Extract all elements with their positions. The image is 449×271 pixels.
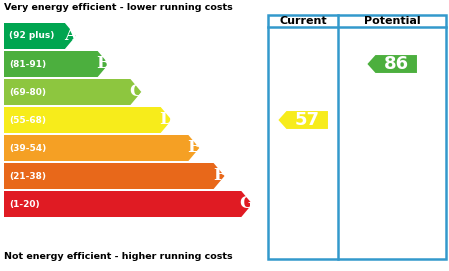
Polygon shape <box>4 107 172 133</box>
Bar <box>268 15 446 259</box>
Text: (1-20): (1-20) <box>9 199 40 208</box>
Text: 86: 86 <box>383 55 409 73</box>
Text: 57: 57 <box>295 111 320 129</box>
Polygon shape <box>4 135 199 161</box>
Text: B: B <box>96 56 110 73</box>
Text: F: F <box>213 167 225 185</box>
Polygon shape <box>366 54 418 74</box>
Text: (21-38): (21-38) <box>9 172 46 180</box>
Text: Current: Current <box>279 16 327 26</box>
Bar <box>268 15 446 259</box>
Text: D: D <box>159 111 173 128</box>
Polygon shape <box>4 163 224 189</box>
Text: (81-91): (81-91) <box>9 60 46 69</box>
Text: Very energy efficient - lower running costs: Very energy efficient - lower running co… <box>4 3 233 12</box>
Polygon shape <box>4 51 109 77</box>
Polygon shape <box>4 79 141 105</box>
Text: (39-54): (39-54) <box>9 144 46 153</box>
Polygon shape <box>4 23 76 49</box>
Text: (69-80): (69-80) <box>9 88 46 96</box>
Text: Potential: Potential <box>364 16 420 26</box>
Text: (55-68): (55-68) <box>9 115 46 124</box>
Text: C: C <box>129 83 142 101</box>
Polygon shape <box>277 110 329 130</box>
Text: (92 plus): (92 plus) <box>9 31 54 40</box>
Text: E: E <box>188 140 200 156</box>
Text: G: G <box>240 195 254 212</box>
Polygon shape <box>4 191 252 217</box>
Text: Not energy efficient - higher running costs: Not energy efficient - higher running co… <box>4 252 233 261</box>
Text: A: A <box>64 27 77 44</box>
